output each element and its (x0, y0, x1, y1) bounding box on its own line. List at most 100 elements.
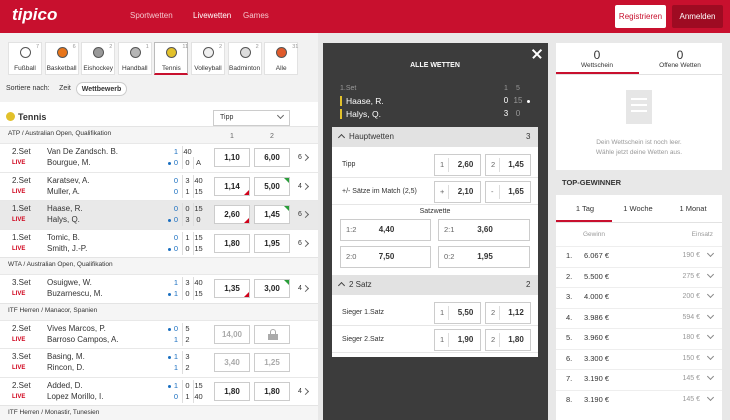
section-header[interactable] (332, 127, 538, 147)
score: 0 (173, 391, 179, 401)
sport-tile[interactable]: Alle 31 (264, 42, 298, 75)
sort-option[interactable]: Wettbewerb (76, 82, 127, 96)
top-tab[interactable]: 1 Monat (679, 204, 707, 213)
odds-button[interactable]: 5,00 (254, 176, 290, 196)
player-name: Added, D. (47, 380, 83, 390)
odds-value[interactable]: 1,12 (508, 308, 524, 317)
top-win: 6.067 € (584, 251, 610, 260)
sport-ball-icon (6, 112, 15, 121)
bet-type-dropdown[interactable]: Tipp (213, 110, 290, 126)
odds-value[interactable]: 1,10 (224, 153, 240, 162)
odds-button[interactable]: 0:2 1,95 (438, 246, 530, 268)
odds-button[interactable]: 1,80 (254, 381, 290, 401)
odds-button[interactable]: 1 1,90 (434, 329, 481, 351)
odds-button[interactable]: 2:1 3,60 (438, 219, 530, 241)
odds-value[interactable]: 1,80 (508, 335, 524, 344)
odds-button[interactable]: 1 5,50 (434, 302, 481, 324)
odds-value[interactable]: 1,80 (264, 386, 280, 396)
sport-name: Fußball (14, 65, 36, 72)
odds-value[interactable]: 1,35 (224, 284, 240, 293)
sport-tile[interactable]: Basketball 6 (44, 42, 79, 75)
group-header (0, 257, 318, 274)
odds-button[interactable]: - 1,65 (485, 181, 531, 203)
sport-tile[interactable]: Handball 1 (117, 42, 152, 75)
top-tab[interactable]: 1 Tag (575, 204, 595, 213)
odds-button[interactable]: 3,00 (254, 279, 290, 298)
register-button[interactable]: Registrieren (615, 5, 666, 28)
odds-value[interactable]: 1,95 (264, 238, 280, 248)
more-bets-count[interactable]: 6 (298, 239, 302, 247)
odds-button[interactable]: 2 1,45 (485, 154, 531, 176)
match-row[interactable] (0, 228, 318, 258)
score: 0 (173, 204, 179, 213)
odds-button[interactable]: 2:0 7,50 (340, 246, 431, 268)
section-header[interactable] (332, 275, 538, 295)
more-bets-count[interactable]: 6 (298, 154, 302, 161)
betslip-count[interactable]: 0 (676, 48, 684, 62)
odds-value[interactable]: 1,65 (508, 187, 524, 196)
odds-button[interactable]: 2 1,80 (485, 329, 531, 351)
odds-button[interactable]: 1,14 (214, 176, 250, 196)
odds-button[interactable]: 1 2,60 (434, 154, 481, 176)
odds-button[interactable]: 1,45 (254, 205, 290, 224)
odds-button[interactable]: 1,95 (254, 233, 290, 253)
odds-button[interactable]: 1:2 4,40 (340, 219, 431, 241)
sport-icon (56, 47, 68, 58)
odds-value[interactable]: 1,45 (264, 210, 280, 219)
top-tab[interactable]: 1 Woche (623, 204, 653, 213)
match-row[interactable] (0, 274, 318, 303)
more-bets-count[interactable]: 4 (298, 285, 302, 292)
odds-value[interactable]: 5,50 (457, 308, 474, 317)
odds-value[interactable]: 7,50 (378, 252, 395, 261)
odds-value[interactable]: 1,80 (224, 386, 240, 396)
match-row[interactable] (0, 348, 318, 377)
odds-divider (499, 158, 500, 172)
odds-button[interactable]: 1,80 (214, 233, 250, 253)
serve-dot (168, 293, 171, 296)
match-row[interactable] (0, 143, 318, 172)
odds-value[interactable]: 1,45 (508, 160, 524, 169)
betslip-count[interactable]: 0 (593, 48, 601, 62)
sport-tile[interactable]: Tennis 11 (154, 42, 189, 75)
odds-value: 1,25 (264, 358, 280, 367)
odds-value[interactable]: 3,00 (264, 284, 280, 293)
match-row[interactable] (0, 376, 318, 406)
odds-value[interactable]: 1,14 (224, 181, 240, 191)
more-bets-count[interactable]: 6 (298, 211, 302, 218)
betslip-tab[interactable]: Offene Wetten (659, 62, 701, 69)
login-button[interactable]: Anmelden (672, 5, 723, 28)
nav-link[interactable]: Games (243, 11, 269, 20)
odds-button[interactable]: 1,35 (214, 279, 250, 298)
sport-tile[interactable]: Fußball 7 (8, 42, 42, 75)
more-bets-count[interactable]: 4 (298, 182, 302, 190)
odds-value[interactable]: 1,80 (224, 238, 240, 248)
odds-button[interactable]: 2 1,12 (485, 302, 531, 324)
nav-link[interactable]: Sportwetten (130, 11, 173, 20)
match-row[interactable] (0, 171, 318, 201)
odds-button[interactable]: 6,00 (254, 148, 290, 167)
odds-value[interactable]: 2,60 (224, 210, 240, 219)
odds-value[interactable]: 1,95 (477, 252, 493, 261)
odds-value[interactable]: 1,90 (457, 335, 474, 344)
player-name: Buzarnescu, M. (47, 289, 103, 298)
sport-tile[interactable]: Eishockey 2 (81, 42, 116, 75)
top-bar (0, 0, 730, 33)
more-bets-count[interactable]: 4 (298, 387, 302, 395)
odds-button[interactable]: +2,10 (434, 181, 481, 203)
odds-value[interactable]: 2,10 (457, 187, 474, 196)
separator (556, 389, 722, 391)
odds-button[interactable]: 1,10 (214, 148, 250, 167)
betslip-tab[interactable]: Wettschein (580, 62, 614, 69)
odds-button[interactable]: 2,60 (214, 205, 250, 224)
sport-tile[interactable]: Volleyball 2 (191, 42, 225, 75)
nav-link[interactable]: Livewetten (193, 11, 232, 20)
match-row[interactable] (0, 319, 318, 349)
odds-value[interactable]: 2,60 (457, 160, 474, 169)
odds-value[interactable]: 6,00 (264, 153, 280, 162)
odds-value[interactable]: 5,00 (264, 181, 280, 191)
odds-value[interactable]: 4,40 (378, 225, 395, 234)
sort-option[interactable]: Zeit (59, 85, 71, 92)
sport-tile[interactable]: Badminton 2 (227, 42, 262, 75)
odds-value[interactable]: 3,60 (477, 225, 493, 234)
odds-button[interactable]: 1,80 (214, 381, 250, 401)
